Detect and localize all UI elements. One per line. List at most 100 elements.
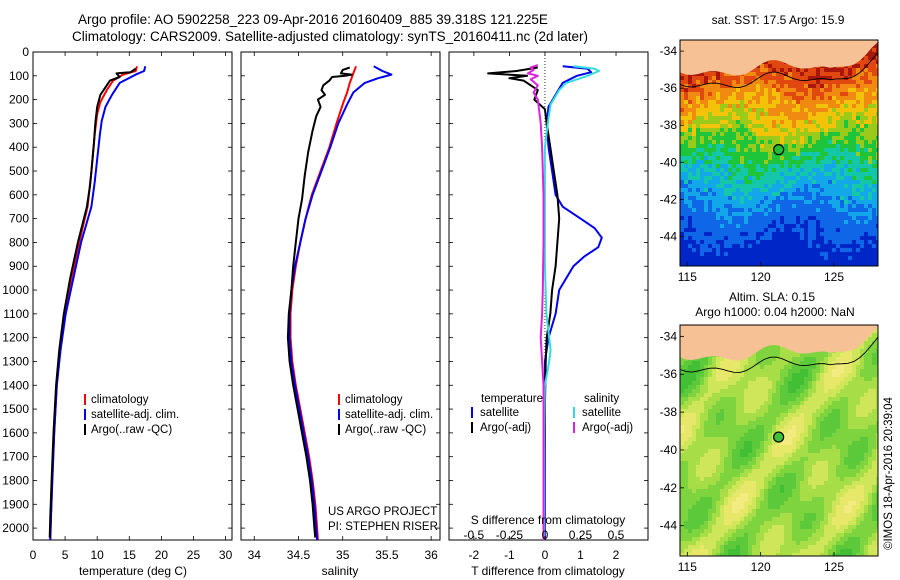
map-cell (720, 216, 725, 221)
map-cell (756, 252, 761, 257)
map-cell (708, 108, 713, 113)
map-cell (736, 453, 741, 458)
map-cell (868, 116, 873, 121)
map-cell (744, 377, 749, 382)
map-cell (752, 204, 757, 209)
map-cell (836, 224, 841, 229)
map-cell (872, 104, 877, 109)
map-cell (740, 192, 745, 197)
map-cell (760, 132, 765, 137)
depth-tick-label: 200 (9, 93, 29, 107)
map-cell (820, 437, 825, 442)
map-cell (780, 224, 785, 229)
map-cell (752, 445, 757, 450)
map-cell (792, 409, 797, 414)
map-cell (872, 160, 877, 165)
map-cell (872, 76, 877, 81)
map-cell (748, 373, 753, 378)
map-cell (816, 200, 821, 205)
map-cell (824, 377, 829, 382)
map-cell (872, 196, 877, 201)
map-cell (868, 108, 873, 113)
map-cell (804, 445, 809, 450)
depth-axis: 0100200300400500600700800900100011001200… (2, 45, 648, 535)
map-cell (788, 204, 793, 209)
map-cell (788, 389, 793, 394)
map-cell (852, 92, 857, 97)
map-cell (708, 204, 713, 209)
map-cell (776, 180, 781, 185)
map-cell (764, 96, 769, 101)
map-cell (828, 224, 833, 229)
map-cell (712, 256, 717, 261)
map-cell (756, 124, 761, 129)
map-cell (728, 393, 733, 398)
map-cell (776, 457, 781, 462)
map-cell (704, 252, 709, 257)
map-cell (772, 172, 777, 177)
map-cell (696, 264, 701, 266)
map-cell (700, 160, 705, 165)
map-cell (716, 421, 721, 426)
map-cell (796, 224, 801, 229)
map-cell (708, 164, 713, 169)
map-cell (856, 128, 861, 133)
map-cell (704, 80, 709, 85)
map-cell (760, 437, 765, 442)
map-cell (748, 112, 753, 117)
map-cell (848, 140, 853, 145)
map-cell (760, 357, 765, 362)
map-cell (720, 104, 725, 109)
map-cell (836, 80, 841, 85)
map-cell (776, 393, 781, 398)
map-cell (768, 192, 773, 197)
map-cell (860, 397, 865, 402)
map-cell (700, 144, 705, 149)
map-cell (788, 216, 793, 221)
map-cell (780, 92, 785, 97)
map-cell (768, 353, 773, 358)
map-cell (864, 224, 869, 229)
map-cell (824, 220, 829, 225)
map-cell (708, 104, 713, 109)
map-cell (720, 417, 725, 422)
map-cell (840, 429, 845, 434)
map-cell (724, 449, 729, 454)
map-cell (780, 116, 785, 121)
depth-tick-label: 600 (9, 188, 29, 202)
map-cell (796, 421, 801, 426)
map-cell (752, 236, 757, 241)
map-cell (756, 248, 761, 253)
map-cell (864, 252, 869, 257)
map-cell (796, 240, 801, 245)
map-cell (864, 236, 869, 241)
map-cell (844, 413, 849, 418)
map-cell (792, 72, 797, 77)
map-cell (868, 224, 873, 229)
map-cell (828, 212, 833, 217)
map-cell (708, 256, 713, 261)
map-cell (712, 220, 717, 225)
map-cell (804, 377, 809, 382)
map-cell (720, 441, 725, 446)
map-cell (700, 76, 705, 81)
map-cell (704, 365, 709, 370)
map-cell (760, 172, 765, 177)
map-cell (776, 429, 781, 434)
map-cell (724, 152, 729, 157)
map-cell (792, 128, 797, 133)
map-cell (780, 421, 785, 426)
map-cell (760, 188, 765, 193)
map-cell (868, 140, 873, 145)
map-cell (708, 373, 713, 378)
map-cell (856, 144, 861, 149)
map-cell (824, 212, 829, 217)
map-cell (828, 385, 833, 390)
map-cell (768, 252, 773, 257)
map-cell (844, 373, 849, 378)
map-cell (724, 204, 729, 209)
map-cell (736, 469, 741, 474)
map-cell (732, 224, 737, 229)
map-cell (768, 168, 773, 173)
map-cell (720, 236, 725, 241)
